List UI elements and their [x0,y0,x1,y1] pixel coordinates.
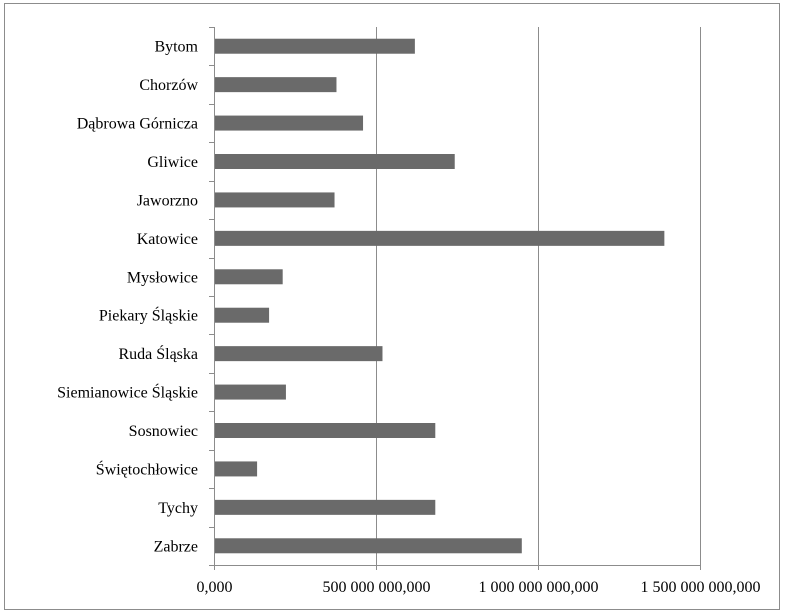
bar-1 [215,38,415,54]
bar-12 [215,461,258,477]
category-label-1: Bytom [154,39,198,56]
category-label-8: Piekary Śląskie [99,306,198,325]
category-label-7: Mysłowice [127,269,198,286]
category-label-4: Gliwice [147,154,198,171]
bar-9 [215,346,383,362]
bar-8 [215,307,270,323]
axes [209,27,701,570]
x-tick-label-3: 1 500 000 000,000 [641,579,761,596]
category-label-12: Świętochłowice [96,459,198,478]
category-label-6: Katowice [137,231,198,248]
bar-4 [215,154,455,169]
category-label-5: Jaworzno [137,192,198,209]
category-label-14: Zabrze [154,538,198,555]
category-label-3: Dąbrowa Górnicza [77,116,198,133]
x-tick-labels: 0,000 500 000 000,000 1 000 000 000,000 1 5… [197,579,761,596]
gridlines [376,27,701,565]
x-tick-label-1: 500 000 000,000 [323,579,431,596]
bar-2 [215,77,337,93]
bar-3 [215,115,364,131]
category-label-10: Siemianowice Śląskie [57,383,198,402]
category-label-11: Sosnowiec [129,423,198,440]
category-label-9: Ruda Śląska [118,344,198,363]
category-labels: Bytom Chorzów Dąbrowa Górnicza Gliwice Jawor… [57,39,198,556]
x-tick-label-0: 0,000 [197,579,233,596]
category-label-13: Tychy [158,500,198,517]
bar-6 [215,230,665,246]
bar-5 [215,192,335,208]
bar-13 [215,499,436,515]
bar-7 [215,269,283,285]
category-label-2: Chorzów [139,77,198,94]
bar-11 [215,423,436,438]
bar-14 [215,538,522,554]
x-tick-label-2: 1 000 000 000,000 [479,579,599,596]
bar-10 [215,384,286,400]
bars [215,38,665,554]
